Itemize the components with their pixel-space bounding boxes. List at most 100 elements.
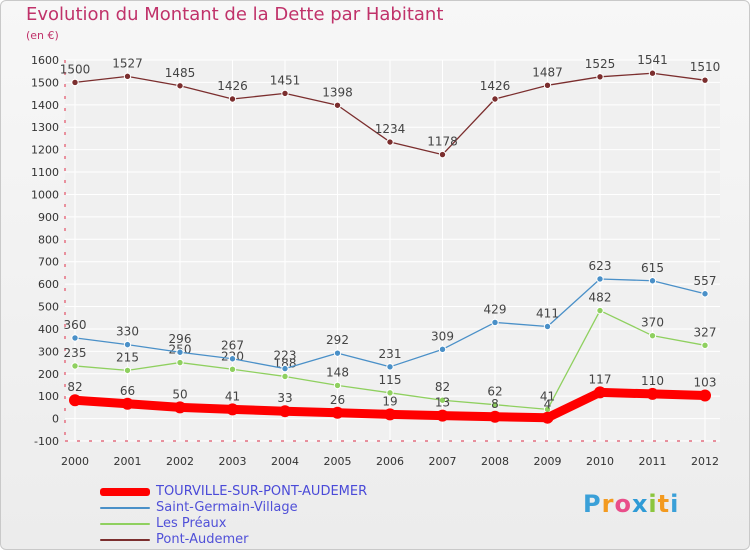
- data-point: [281, 372, 289, 381]
- data-label: 1541: [637, 53, 668, 67]
- legend-swatch: [100, 539, 150, 541]
- data-point: [71, 334, 79, 342]
- data-label: 557: [694, 274, 717, 288]
- data-point: [331, 406, 344, 419]
- data-point: [176, 82, 184, 90]
- logo-letter: t: [657, 490, 671, 518]
- data-label: 1178: [427, 135, 458, 149]
- data-label: 235: [64, 346, 87, 360]
- data-label: 309: [431, 329, 454, 343]
- data-label: 103: [694, 376, 717, 390]
- proxiti-logo: Proxiti: [583, 490, 679, 518]
- data-label: 615: [641, 261, 664, 275]
- data-point: [701, 76, 709, 84]
- x-tick-label: 2002: [166, 455, 194, 468]
- data-point: [71, 362, 79, 370]
- logo-letter: i: [670, 490, 680, 518]
- data-label: 117: [589, 372, 612, 386]
- y-tick-label: 500: [38, 301, 59, 314]
- y-tick-label: 1100: [31, 166, 59, 179]
- data-label: 231: [379, 347, 402, 361]
- logo-letter: i: [648, 490, 658, 518]
- data-label: 292: [326, 333, 349, 347]
- y-tick-label: 1600: [31, 54, 59, 67]
- data-point: [333, 349, 342, 357]
- data-label: 4: [544, 398, 552, 412]
- y-tick-label: -100: [34, 435, 59, 448]
- chart-title: Evolution du Montant de la Dette par Hab…: [26, 4, 444, 25]
- data-label: 41: [540, 389, 555, 403]
- y-tick-label: 300: [38, 345, 59, 358]
- x-tick-label: 2001: [114, 455, 142, 468]
- data-point: [701, 290, 709, 298]
- data-point: [228, 95, 237, 103]
- data-label: 33: [277, 391, 292, 405]
- x-tick-label: 2009: [534, 455, 562, 468]
- data-point: [174, 401, 186, 414]
- data-label: 148: [326, 365, 349, 379]
- logo-letter: P: [583, 490, 602, 518]
- logo-letter: o: [614, 490, 632, 518]
- data-label: 215: [116, 350, 139, 364]
- data-point: [543, 81, 552, 90]
- x-tick-label: 2004: [271, 455, 299, 468]
- data-point: [436, 409, 449, 422]
- data-point: [699, 389, 711, 402]
- data-point: [281, 364, 289, 373]
- data-point: [384, 408, 396, 421]
- data-label: 62: [487, 385, 502, 399]
- data-label: 19: [382, 394, 397, 408]
- data-point: [594, 386, 606, 399]
- legend-label: TOURVILLE-SUR-PONT-AUDEMER: [156, 484, 368, 499]
- data-label: 429: [484, 302, 507, 316]
- data-label: 482: [589, 291, 612, 305]
- data-point: [596, 73, 604, 81]
- y-tick-label: 1500: [31, 76, 59, 89]
- x-tick-label: 2008: [481, 455, 509, 468]
- data-label: 360: [64, 318, 87, 332]
- data-label: 82: [435, 380, 450, 394]
- data-label: 1527: [112, 56, 143, 70]
- data-label: 1525: [585, 57, 616, 71]
- legend-swatch: [100, 488, 150, 496]
- data-point: [228, 355, 237, 363]
- data-label: 115: [379, 373, 402, 387]
- data-label: 66: [120, 384, 135, 398]
- data-point: [489, 410, 501, 423]
- data-point: [281, 89, 289, 98]
- data-point: [123, 366, 132, 375]
- x-tick-label: 2012: [691, 455, 719, 468]
- data-label: 296: [169, 332, 192, 346]
- data-label: 370: [641, 316, 664, 330]
- data-point: [701, 341, 709, 350]
- y-tick-label: 200: [38, 368, 59, 381]
- logo-letter: x: [631, 490, 649, 518]
- x-tick-label: 2005: [324, 455, 352, 468]
- data-point: [438, 396, 447, 404]
- data-point: [121, 397, 134, 410]
- legend-item: Les Préaux: [100, 516, 367, 532]
- data-point: [123, 340, 132, 349]
- data-label: 1234: [375, 122, 406, 136]
- chart-subtitle: (en €): [26, 29, 59, 42]
- y-tick-label: 0: [52, 413, 59, 426]
- x-tick-label: 2006: [376, 455, 404, 468]
- legend-label: Saint-Germain-Village: [156, 500, 298, 515]
- data-label: 13: [435, 396, 450, 410]
- data-label: 1510: [690, 60, 721, 74]
- data-label: 82: [67, 380, 82, 394]
- data-point: [646, 387, 659, 400]
- data-label: 1485: [165, 66, 196, 80]
- data-point: [491, 95, 499, 103]
- plot-area: [65, 60, 720, 441]
- legend-item: Saint-Germain-Village: [100, 500, 367, 516]
- data-label: 223: [274, 349, 297, 363]
- y-tick-label: 1200: [31, 144, 59, 157]
- data-label: 1426: [480, 79, 511, 93]
- y-tick-label: 600: [38, 278, 59, 291]
- data-point: [228, 365, 237, 373]
- data-point: [176, 348, 184, 356]
- data-label: 1451: [270, 73, 301, 87]
- data-point: [386, 138, 394, 146]
